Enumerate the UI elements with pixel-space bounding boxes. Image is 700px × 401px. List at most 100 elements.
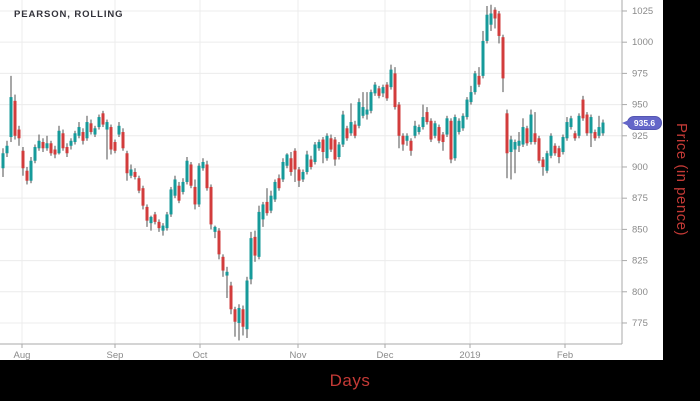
candle-down[interactable] (113, 142, 117, 151)
candle-up[interactable] (69, 140, 73, 146)
candle-up[interactable] (473, 73, 477, 93)
candle-up[interactable] (173, 179, 177, 196)
candle-up[interactable] (461, 115, 465, 129)
candle-down[interactable] (333, 139, 337, 160)
candle-up[interactable] (225, 271, 229, 276)
candle-up[interactable] (445, 118, 449, 135)
candle-up[interactable] (349, 122, 353, 134)
candle-down[interactable] (377, 88, 381, 96)
candle-up[interactable] (29, 160, 33, 181)
candle-down[interactable] (61, 133, 65, 149)
candle-up[interactable] (261, 204, 265, 220)
candle-up[interactable] (285, 154, 289, 166)
candle-up[interactable] (373, 84, 377, 94)
candle-down[interactable] (221, 256, 225, 271)
candle-up[interactable] (469, 92, 473, 103)
candle-down[interactable] (157, 221, 161, 229)
candle-up[interactable] (281, 161, 285, 180)
candle-down[interactable] (581, 99, 585, 119)
candle-down[interactable] (233, 309, 237, 322)
candle-down[interactable] (437, 127, 441, 141)
candle-down[interactable] (505, 113, 509, 154)
candle-up[interactable] (37, 140, 41, 149)
candle-down[interactable] (293, 150, 297, 170)
candle-up[interactable] (181, 181, 185, 192)
candle-up[interactable] (57, 130, 61, 154)
candle-up[interactable] (1, 153, 5, 169)
candle-up[interactable] (485, 14, 489, 41)
candle-up[interactable] (597, 127, 601, 136)
candle-up[interactable] (249, 238, 253, 280)
candle-down[interactable] (41, 142, 45, 149)
candle-down[interactable] (593, 132, 597, 139)
candle-up[interactable] (389, 69, 393, 88)
candle-up[interactable] (313, 144, 317, 162)
candle-up[interactable] (365, 109, 369, 115)
candle-up[interactable] (325, 135, 329, 159)
candle-up[interactable] (337, 144, 341, 157)
candle-down[interactable] (137, 178, 141, 191)
candle-up[interactable] (601, 122, 605, 134)
candle-down[interactable] (553, 145, 557, 154)
candle-up[interactable] (257, 211, 261, 257)
candle-down[interactable] (537, 138, 541, 161)
candlestick-plot-area[interactable]: 775 800 825 850 875 900 925 950 975 1000 1025 Aug Se… (0, 0, 663, 360)
candle-down[interactable] (217, 230, 221, 255)
candle-up[interactable] (453, 117, 457, 159)
candle-up[interactable] (521, 127, 525, 145)
candle-up[interactable] (529, 114, 533, 143)
candle-down[interactable] (21, 150, 25, 169)
candle-up[interactable] (97, 117, 101, 128)
candle-up[interactable] (73, 133, 77, 143)
candle-up[interactable] (45, 143, 49, 149)
candle-up[interactable] (105, 122, 109, 130)
candle-up[interactable] (357, 102, 361, 126)
candle-up[interactable] (129, 169, 133, 176)
candle-up[interactable] (213, 226, 217, 232)
candle-up[interactable] (201, 161, 205, 169)
candle-up[interactable] (465, 99, 469, 118)
candle-down[interactable] (541, 159, 545, 167)
candle-down[interactable] (189, 164, 193, 186)
candle-down[interactable] (425, 112, 429, 123)
candle-down[interactable] (153, 214, 157, 222)
candle-up[interactable] (93, 128, 97, 135)
candle-up[interactable] (273, 181, 277, 200)
candle-down[interactable] (177, 185, 181, 201)
candle-down[interactable] (17, 129, 21, 139)
candle-up[interactable] (169, 189, 173, 215)
candle-up[interactable] (161, 225, 165, 231)
candle-up[interactable] (381, 87, 385, 94)
candle-down[interactable] (525, 128, 529, 144)
candle-up[interactable] (33, 147, 37, 161)
candle-down[interactable] (477, 75, 481, 85)
candle-down[interactable] (209, 186, 213, 225)
candle-down[interactable] (125, 153, 129, 174)
candle-down[interactable] (401, 135, 405, 145)
candle-up[interactable] (185, 160, 189, 182)
candle-up[interactable] (405, 135, 409, 141)
candle-up[interactable] (245, 280, 249, 330)
candle-up[interactable] (317, 142, 321, 149)
candle-down[interactable] (241, 309, 245, 327)
candle-up[interactable] (565, 122, 569, 139)
candle-up[interactable] (301, 171, 305, 180)
candle-down[interactable] (141, 188, 145, 206)
candle-down[interactable] (193, 186, 197, 205)
candle-down[interactable] (89, 123, 93, 133)
candle-up[interactable] (417, 127, 421, 133)
candle-up[interactable] (513, 142, 517, 150)
candle-up[interactable] (85, 122, 89, 139)
candle-down[interactable] (133, 171, 137, 177)
candle-down[interactable] (65, 147, 69, 154)
candle-down[interactable] (265, 201, 269, 214)
candle-down[interactable] (253, 236, 257, 256)
candle-down[interactable] (497, 13, 501, 36)
candle-down[interactable] (585, 114, 589, 134)
candle-down[interactable] (145, 206, 149, 221)
candle-down[interactable] (353, 124, 357, 136)
candle-up[interactable] (305, 154, 309, 172)
candle-up[interactable] (165, 214, 169, 229)
candle-up[interactable] (5, 145, 9, 154)
candle-down[interactable] (229, 285, 233, 310)
